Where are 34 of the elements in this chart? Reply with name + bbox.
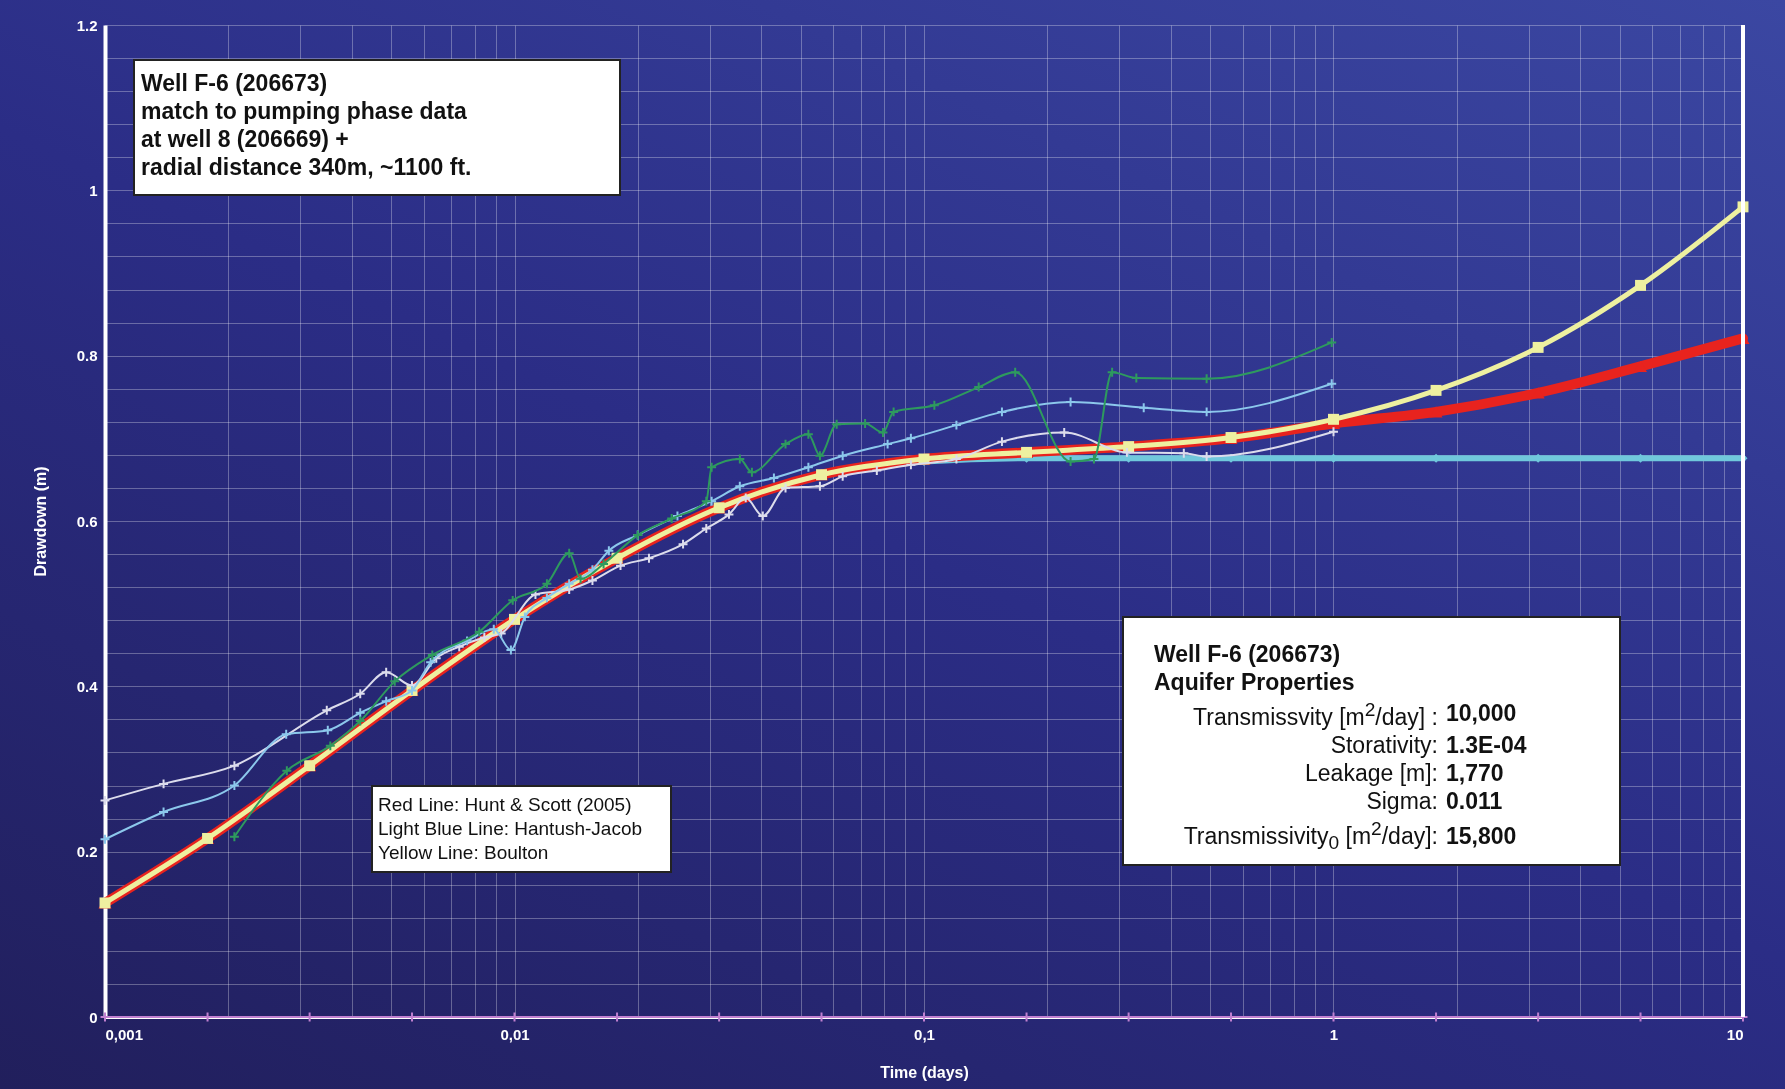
x-axis-title: Time (days)	[880, 1063, 969, 1081]
y-tick-label: 1.2	[76, 16, 98, 34]
annotation: at well 8 (206669) +	[141, 125, 350, 153]
annotation: match to pumping phase data	[141, 97, 468, 125]
annotation: 1,770	[1445, 758, 1505, 787]
y-axis-title: Drawdown (m)	[31, 466, 49, 577]
annotation: radial distance 340m, ~1100 ft.	[141, 153, 473, 181]
y-tick-label: 0	[89, 1008, 98, 1026]
annotation: 0.011	[1445, 786, 1504, 815]
annotation: Aquifer Properties	[1153, 668, 1356, 696]
annotation: Transmissvity [m$^{2}$/day] :	[1192, 698, 1439, 731]
y-tick-label: 0.8	[76, 347, 98, 365]
annotation: 15,800	[1445, 821, 1518, 851]
x-tick-label: 10	[1726, 1025, 1744, 1043]
x-tick-label: 0,1	[914, 1025, 935, 1043]
annotation: Well F-6 (206673)	[141, 69, 329, 97]
y-tick-label: 0.4	[76, 677, 99, 695]
annotation: Light Blue Line: Hantush-Jacob	[378, 817, 644, 841]
annotation: 1.3E-04	[1445, 730, 1528, 759]
annotation: Sigma:	[1365, 786, 1439, 815]
x-tick-label: 1	[1329, 1025, 1339, 1043]
note-box: Red Line: Hunt & Scott (2005) Light Blue Line: Hantush-Jacob Yellow Line: Boulton	[371, 785, 672, 873]
annotation: Well F-6 (206673)	[1153, 640, 1342, 668]
annotation: Red Line: Hunt & Scott (2005)	[378, 793, 633, 817]
y-tick-label: 0.6	[76, 512, 98, 530]
y-tick-label: 1	[89, 181, 98, 199]
y-tick-label: 0.2	[76, 843, 98, 861]
annotation: Transmissivity$_{0}$ [m$^{2}$/day]:	[1182, 816, 1439, 855]
x-tick-label: 0,01	[500, 1025, 530, 1043]
annotation: Yellow Line: Boulton	[378, 841, 550, 865]
annotation: Storativity:	[1329, 730, 1439, 759]
x-tick-label: 0,001	[105, 1025, 144, 1043]
annotation: Leakage [m]:	[1304, 758, 1439, 787]
annotation: 10,000	[1445, 699, 1518, 729]
